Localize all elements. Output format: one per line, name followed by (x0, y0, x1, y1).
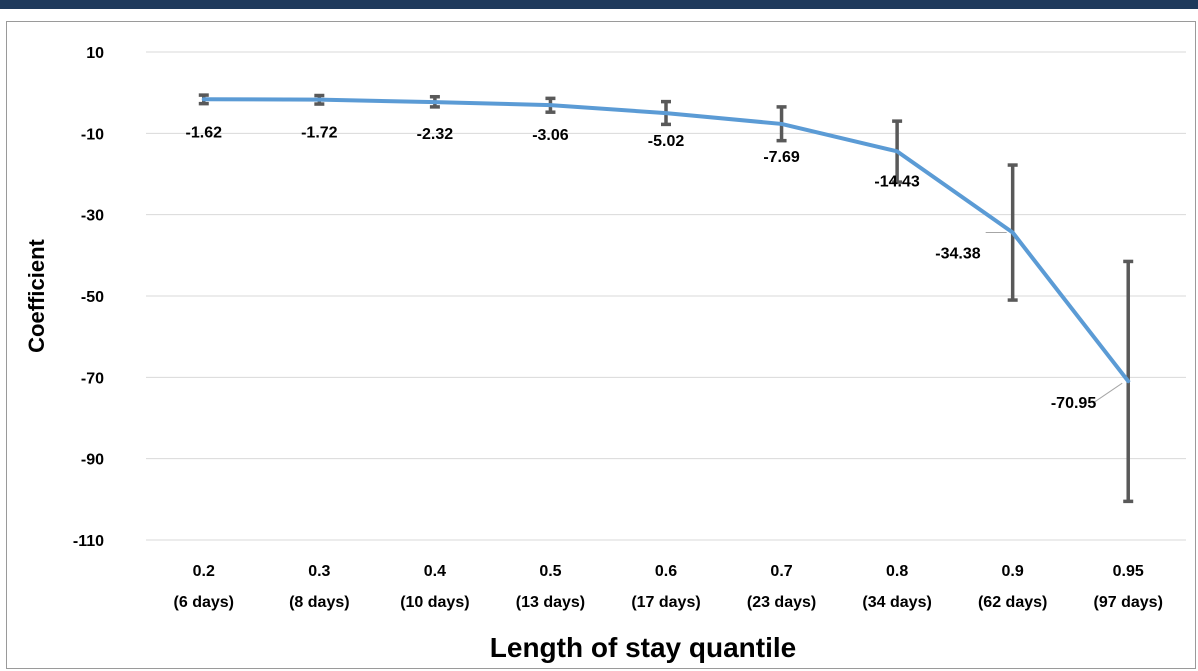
data-label: -7.69 (763, 149, 800, 166)
y-tick-label: -90 (81, 452, 104, 469)
data-labels: -1.62 -1.72 -2.32 -3.06 -5.02 -7.69 -14.43 -34.… (186, 124, 1123, 412)
data-label: -1.62 (186, 124, 223, 141)
x-tick-label: 0.8 (886, 563, 908, 580)
y-tick-label: -70 (81, 370, 104, 387)
x-axis-title: Length of stay quantile (490, 632, 796, 663)
data-label: -34.38 (935, 245, 980, 262)
chart-frame (6, 21, 1196, 669)
y-tick-label: -50 (81, 289, 104, 306)
data-label: -3.06 (532, 127, 569, 144)
series-line-layer (201, 97, 1131, 384)
x-tick-sublabel: (8 days) (289, 594, 349, 611)
y-tick-label: 10 (86, 45, 104, 62)
x-tick-sublabel: (6 days) (174, 594, 234, 611)
x-tick-sublabel: (10 days) (400, 594, 469, 611)
data-label: -70.95 (1051, 395, 1096, 412)
data-label: -14.43 (874, 173, 919, 190)
data-label: -2.32 (417, 126, 454, 143)
y-tick-label: -30 (81, 208, 104, 225)
x-tick-label: 0.7 (770, 563, 792, 580)
y-tick-label: -110 (73, 533, 104, 550)
x-tick-sublabel: (34 days) (862, 594, 931, 611)
x-tick-sublabel: (23 days) (747, 594, 816, 611)
x-tick-sublabel: (97 days) (1094, 594, 1163, 611)
x-tick-sublabel: (13 days) (516, 594, 585, 611)
x-tick-label: 0.2 (193, 563, 215, 580)
series-line (201, 97, 1131, 384)
data-label: -5.02 (648, 133, 685, 150)
data-label: -1.72 (301, 125, 338, 142)
x-tick-sublabel: (62 days) (978, 594, 1047, 611)
y-axis-title: Coefficient (24, 238, 49, 352)
x-axis-ticks: 0.2 (6 days) 0.3 (8 days) 0.4 (10 days) 0.5 (13… (174, 563, 1163, 611)
x-tick-label: 0.5 (539, 563, 561, 580)
y-axis-ticks: 10 -10 -30 -50 -70 -90 -110 (73, 45, 104, 550)
x-tick-label: 0.9 (1002, 563, 1024, 580)
x-tick-label: 0.3 (308, 563, 330, 580)
error-bars (198, 93, 1134, 504)
x-tick-label: 0.6 (655, 563, 677, 580)
x-tick-label: 0.4 (424, 563, 446, 580)
y-tick-label: -10 (81, 126, 104, 143)
x-tick-label: 0.95 (1113, 563, 1144, 580)
top-border-bar (0, 0, 1198, 9)
x-tick-sublabel: (17 days) (631, 594, 700, 611)
data-label-leader (1093, 382, 1123, 403)
